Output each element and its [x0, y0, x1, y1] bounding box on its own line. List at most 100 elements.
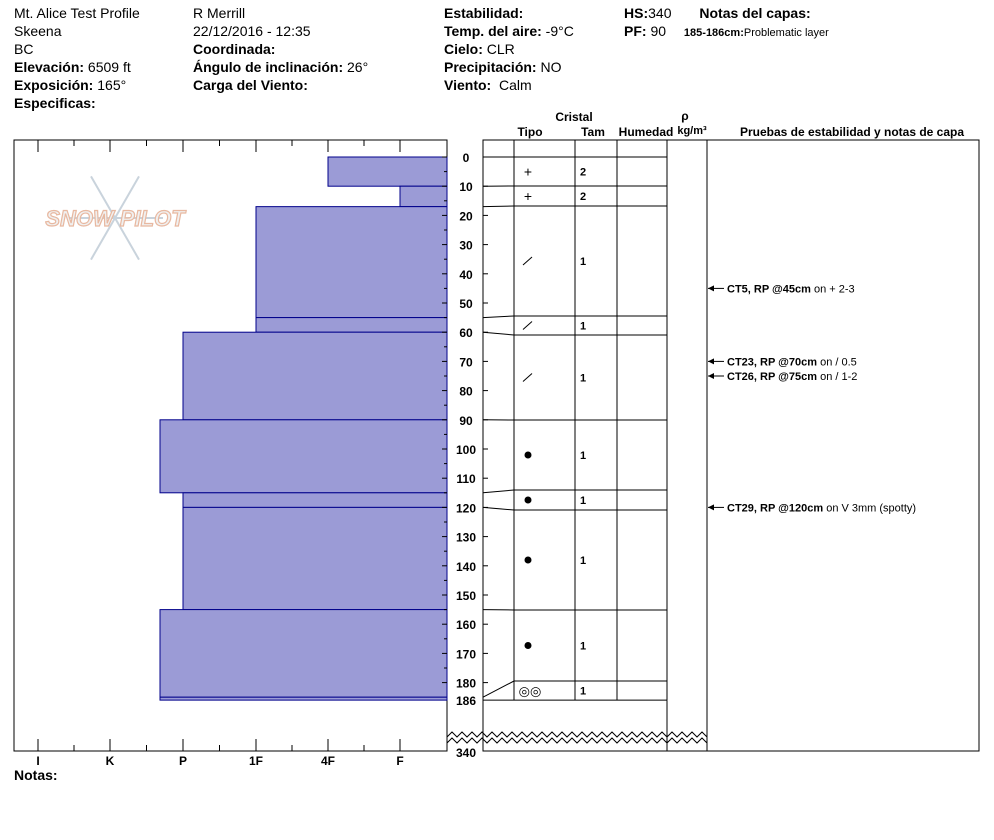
header-col4: HS:340 Notas del capas: PF: 90 185-186cm… [624, 4, 829, 42]
test-label: CT29, RP @120cm on V 3mm (spotty) [727, 502, 916, 514]
state: BC [14, 41, 34, 57]
hardness-layer-bar [327, 156, 448, 187]
test-label: CT23, RP @70cm on / 0.5 [727, 356, 857, 368]
depth-tick-label: 80 [459, 385, 473, 399]
test-code: CT23, RP @70cm [727, 356, 817, 368]
grain-dot-icon [524, 556, 532, 564]
hardness-tick-label: K [106, 754, 115, 768]
depth-connector-line [482, 205, 515, 208]
test-label: CT5, RP @45cm on + 2-3 [727, 283, 855, 295]
grain-size: 1 [580, 641, 586, 653]
depth-connector-line [482, 680, 515, 698]
test-note: on / 0.5 [817, 356, 857, 368]
depth-tick-label: 60 [459, 326, 473, 340]
grain-size: 1 [580, 686, 586, 698]
pf-label: PF: [624, 23, 647, 39]
depth-tick-label: 10 [459, 180, 473, 194]
depth-tick-label: 50 [459, 297, 473, 311]
hardness-layer-bar [159, 609, 448, 698]
depth-tick-label: 160 [456, 618, 476, 632]
grain-size: 1 [580, 450, 586, 462]
depth-connector-line [482, 489, 515, 494]
hardness-tick-label: I [36, 754, 39, 768]
grain-symbol: ◎◎ [519, 684, 542, 699]
tipo-header: Tipo [517, 125, 542, 139]
header-col3: Estabilidad: Temp. del aire: -9°C Cielo:… [444, 4, 574, 94]
logo-snowflake-arm [114, 217, 140, 261]
hardness-layer-bar [399, 185, 448, 208]
layer-note-depth: 185-186cm: [683, 27, 744, 39]
tam-header: Tam [581, 125, 605, 139]
depth-bottom-label: 186 [456, 694, 476, 708]
depth-tick-label: 30 [459, 239, 473, 253]
depth-break-zigzag-bottom [446, 737, 708, 744]
test-code: CT5, RP @45cm [727, 283, 811, 295]
crystal-table-frame [482, 139, 708, 752]
test-code: CT29, RP @120cm [727, 502, 823, 514]
test-note: on / 1-2 [817, 371, 857, 383]
notes: Notas: [14, 767, 58, 783]
depth-max-label: 340 [456, 746, 476, 760]
hardness-tick-label: F [396, 754, 403, 768]
grain-size: 1 [580, 321, 586, 333]
hardness-layer-bar [159, 696, 448, 701]
depth-tick-label: 100 [456, 443, 476, 457]
depth-break-zigzag-top [446, 731, 708, 738]
hs-value: 340 [648, 5, 672, 21]
hardness-tick-label: 1F [249, 754, 263, 768]
incline: Ángulo de inclinación: 26° [193, 59, 369, 75]
test-arrowhead-icon [708, 504, 714, 511]
depth-tick-label: 170 [456, 647, 476, 661]
test-arrowhead-icon [708, 358, 714, 365]
grain-dot-icon [524, 496, 532, 504]
hardness-tick-label: 4F [321, 754, 335, 768]
hardness-tick-label: P [179, 754, 187, 768]
test-arrowhead-icon [708, 285, 714, 292]
layer-note-text: Problematic layer [743, 27, 829, 39]
depth-tick-label: 180 [456, 677, 476, 691]
grain-slash-icon [522, 256, 533, 266]
humedad-header: Humedad [619, 125, 674, 139]
aspect: Exposición: 165° [14, 77, 127, 93]
wind: Viento: Calm [444, 77, 532, 93]
test-note: on V 3mm (spotty) [823, 502, 916, 514]
hardness-layer-bar [255, 317, 448, 333]
logo-snowflake-arm [90, 175, 116, 219]
depth-tick-label: 20 [459, 209, 473, 223]
depth-tick-label: 90 [459, 414, 473, 428]
air-temp: Temp. del aire: -9°C [444, 23, 574, 39]
grain-size: 1 [580, 373, 586, 385]
layer-notes-label: Notas del capas: [699, 5, 811, 21]
grain-size: 1 [580, 555, 586, 567]
specifics: Especificas: [14, 95, 96, 111]
sky: Cielo: CLR [444, 41, 515, 57]
tests-header: Pruebas de estabilidad y notas de capa [740, 125, 964, 139]
depth-tick-label: 130 [456, 531, 476, 545]
depth-tick-label: 110 [456, 472, 476, 486]
precipitation: Precipitación: NO [444, 59, 562, 75]
grain-dot-icon [524, 451, 532, 459]
grain-size: 2 [580, 167, 586, 179]
rho-header: ρ [681, 109, 688, 123]
logo-snowflake-arm [114, 175, 140, 219]
header-col1: Mt. Alice Test Profile Skeena BC Elevaci… [14, 4, 140, 112]
hardness-layer-bar [182, 331, 448, 421]
datetime: 22/12/2016 - 12:35 [193, 23, 311, 39]
mountain-range: Skeena [14, 23, 62, 39]
test-code: CT26, RP @75cm [727, 371, 817, 383]
grain-symbol: + [524, 164, 532, 180]
grain-size: 1 [580, 495, 586, 507]
depth-tick-label: 140 [456, 560, 476, 574]
header-col2: R Merrill 22/12/2016 - 12:35 Coordinada:… [193, 4, 368, 94]
depth-tick-label: 70 [459, 355, 473, 369]
depth-tick-label: 40 [459, 268, 473, 282]
test-note: on + 2-3 [811, 283, 855, 295]
elevation: Elevación: 6509 ft [14, 59, 131, 75]
density-unit-header: kg/m³ [677, 125, 707, 137]
depth-connector-line [482, 331, 515, 336]
hardness-layer-bar [182, 492, 448, 508]
grain-slash-icon [522, 321, 533, 330]
tests-frame [706, 139, 980, 752]
depth-connector-line [482, 506, 515, 511]
